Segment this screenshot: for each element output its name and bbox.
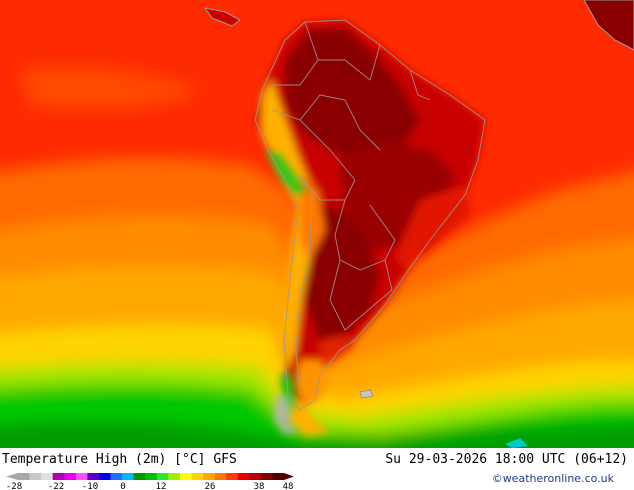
- colorbar-swatch: [64, 473, 77, 480]
- temperature-map: [0, 0, 634, 448]
- andes-cool-strip: [262, 80, 318, 370]
- amazon-hot-core: [285, 28, 420, 165]
- credit-link[interactable]: ©weatheronline.co.uk: [491, 472, 614, 485]
- colorbar-swatch: [226, 473, 239, 480]
- map-title: Temperature High (2m) [°C] GFS: [2, 452, 237, 467]
- colorbar-tick-label: 48: [283, 482, 294, 490]
- atacama-orange: [300, 175, 325, 260]
- colorbar-legend: -28 -22 -10 0 12 26 38 48: [6, 473, 294, 490]
- colorbar-tick-label: 0: [120, 482, 125, 490]
- africa-corner: [583, 0, 634, 51]
- falkland-islands: [359, 389, 374, 399]
- colorbar-swatch: [260, 473, 273, 480]
- colorbar-tick-label: -10: [82, 482, 98, 490]
- colorbar-swatch: [75, 473, 88, 480]
- colorbar-swatch: [272, 473, 285, 480]
- map-footer: Temperature High (2m) [°C] GFS Su 29-03-…: [0, 448, 634, 490]
- patagonia-orange: [295, 360, 330, 405]
- antarctic-islands: [505, 438, 528, 448]
- country-borders: [254, 19, 486, 411]
- colorbar-swatch: [237, 473, 250, 480]
- caribbean-islands: [203, 7, 241, 27]
- colorbar-swatch: [145, 473, 158, 480]
- colorbar-swatch: [110, 473, 123, 480]
- colorbar-swatch: [87, 473, 100, 480]
- colorbar-swatch: [98, 473, 111, 480]
- colorbar-swatch: [191, 473, 204, 480]
- fjords-gray: [274, 395, 300, 434]
- ocean-far-south-band: [0, 421, 634, 448]
- colorbar-tick-label: -22: [48, 482, 64, 490]
- southeast-brazil-warm: [395, 185, 470, 270]
- valid-time: Su 29-03-2026 18:00 UTC (06+12): [385, 452, 628, 467]
- colorbar-swatch: [214, 473, 227, 480]
- colorbar-tick-label: 26: [205, 482, 216, 490]
- altiplano-green: [265, 150, 305, 195]
- colorbar-tick-label: 38: [254, 482, 265, 490]
- colorbar-swatch: [122, 473, 134, 480]
- colorbar-tick-label: 12: [156, 482, 167, 490]
- pampas-warm: [320, 335, 355, 368]
- colorbar-swatch: [168, 473, 181, 480]
- colorbar-tick-label: -28: [6, 482, 22, 490]
- colorbar-swatch: [18, 473, 30, 480]
- colorbar-swatch: [203, 473, 215, 480]
- colorbar-arrow-right: [284, 473, 294, 480]
- colorbar-swatch: [29, 473, 42, 480]
- colorbar-swatch: [41, 473, 53, 480]
- colorbar-arrow-left: [6, 473, 18, 480]
- colorbar-swatch: [249, 473, 262, 480]
- colorbar-swatch: [179, 473, 192, 480]
- chaco-pampas-hot: [305, 205, 380, 345]
- ocean-cooler-patch-northwest: [20, 66, 200, 110]
- colorbar-swatch: [133, 473, 146, 480]
- colorbar-swatch: [156, 473, 169, 480]
- colorbar-swatch: [52, 473, 65, 480]
